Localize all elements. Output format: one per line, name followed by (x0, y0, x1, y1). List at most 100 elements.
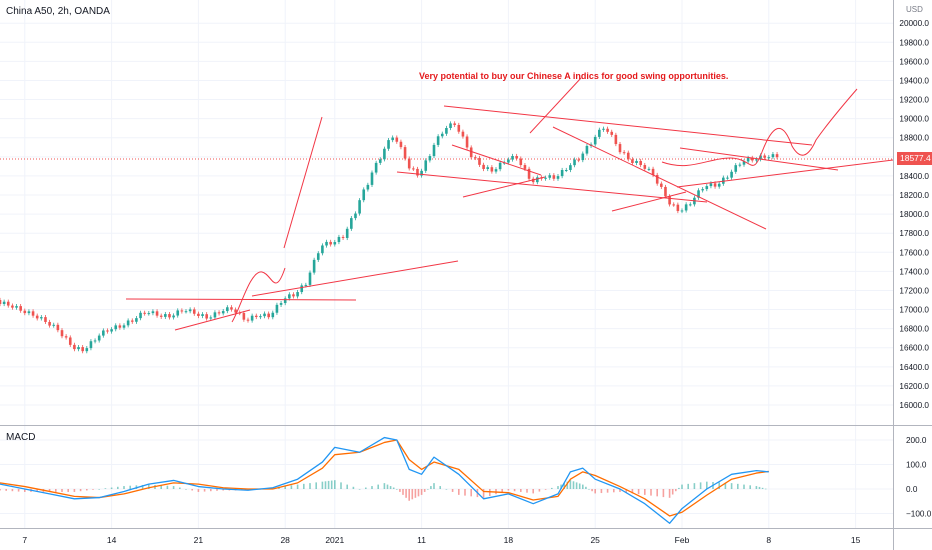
time-axis-label: 8 (766, 535, 771, 545)
macd-histogram-bar (327, 480, 330, 489)
candle-body (164, 314, 167, 317)
macd-histogram-bar (678, 487, 680, 489)
macd-histogram-bar (501, 489, 503, 493)
trend-line[interactable] (283, 116, 323, 249)
annotation-text[interactable]: Very potential to buy our Chinese A indi… (419, 71, 729, 81)
macd-histogram-bar (681, 484, 683, 489)
candle-body (6, 301, 10, 306)
candle-body (370, 172, 374, 185)
candle-body (52, 324, 56, 326)
candle-body (130, 320, 134, 322)
candle-body (188, 309, 192, 312)
trend-line[interactable] (529, 77, 582, 134)
candle-body (523, 165, 527, 169)
macd-histogram-bar (358, 489, 361, 490)
candle-body (676, 204, 680, 212)
macd-histogram-bar (427, 489, 429, 490)
candle-body (775, 154, 779, 158)
candle-body (387, 140, 390, 149)
macd-histogram-bar (324, 481, 327, 489)
macd-line[interactable] (0, 436, 769, 524)
candle-body (688, 204, 692, 206)
price-axis-label: 19200.0 (899, 96, 929, 105)
macd-histogram-bar (210, 489, 212, 492)
candle-body (647, 168, 651, 170)
breakout-curve[interactable] (231, 267, 286, 323)
trend-line[interactable] (125, 298, 357, 301)
trend-line[interactable] (443, 105, 813, 146)
candle-body (172, 315, 175, 318)
trend-line[interactable] (611, 191, 687, 212)
macd-histogram-bar (560, 484, 562, 489)
candle-body (296, 292, 299, 297)
macd-histogram-bar (718, 482, 720, 489)
macd-axis-label: −100.0 (906, 510, 932, 519)
macd-histogram-bar (470, 489, 472, 497)
candle-body (730, 171, 733, 178)
candle-body (474, 157, 477, 159)
candle-body (742, 161, 746, 165)
trend-line[interactable] (462, 176, 546, 198)
candle-body (618, 144, 622, 153)
candle-body (192, 309, 196, 314)
macd-histogram-bar (110, 487, 113, 489)
macd-histogram-bar (464, 489, 466, 496)
candle-body (606, 128, 609, 132)
candle-body (577, 159, 580, 161)
time-axis-label: 11 (417, 535, 426, 545)
candle-body (292, 294, 295, 297)
trend-line[interactable] (552, 126, 767, 230)
candle-body (651, 168, 655, 175)
macd-histogram-bar (582, 484, 584, 489)
price-axis-label: 18400.0 (899, 172, 929, 181)
candle-body (250, 315, 254, 321)
candle-body (602, 128, 605, 130)
candle-body (11, 305, 14, 308)
macd-histogram-bar (166, 485, 169, 489)
macd-histogram-bar (613, 489, 615, 493)
macd-histogram-bar (566, 481, 569, 489)
macd-histogram-bar (706, 481, 708, 489)
indicator-title: MACD (6, 432, 36, 443)
candle-body (316, 253, 320, 260)
trend-line[interactable] (174, 309, 251, 331)
macd-histogram-bar (197, 489, 200, 492)
candle-body (614, 134, 618, 145)
candle-body (283, 298, 287, 304)
macd-histogram-bar (36, 489, 38, 492)
candle-body (0, 300, 2, 305)
trend-line[interactable] (396, 171, 708, 203)
candle-body (655, 174, 659, 184)
macd-histogram-bar (758, 486, 761, 489)
candle-body (333, 242, 337, 245)
projection-path[interactable] (661, 88, 858, 167)
candle-body (345, 228, 349, 238)
candle-body (507, 159, 510, 163)
macd-axis-label: 0.0 (906, 485, 918, 494)
trend-line[interactable] (251, 260, 459, 297)
time-axis-label: 28 (280, 535, 290, 545)
candle-body (412, 168, 415, 170)
macd-histogram-bar (141, 484, 144, 489)
candle-body (209, 317, 213, 319)
macd-histogram-bar (222, 489, 224, 491)
trend-line[interactable] (451, 144, 542, 176)
price-axis-label: 17600.0 (899, 248, 929, 257)
candle-body (564, 170, 568, 172)
price-axis-label: 16200.0 (899, 382, 929, 391)
macd-histogram-bar (24, 489, 26, 492)
trend-line[interactable] (676, 159, 894, 188)
macd-histogram-bar (606, 489, 609, 493)
macd-histogram-bar (749, 485, 751, 489)
macd-histogram-bar (303, 483, 305, 489)
candle-body (478, 157, 481, 165)
macd-histogram-bar (433, 483, 435, 489)
macd-histogram-bar (572, 481, 575, 489)
macd-histogram-bar (203, 489, 206, 492)
candle-body (424, 160, 428, 171)
price-axis-label: 16000.0 (899, 401, 929, 410)
signal-line[interactable] (0, 439, 769, 517)
macd-histogram-bar (764, 488, 767, 490)
